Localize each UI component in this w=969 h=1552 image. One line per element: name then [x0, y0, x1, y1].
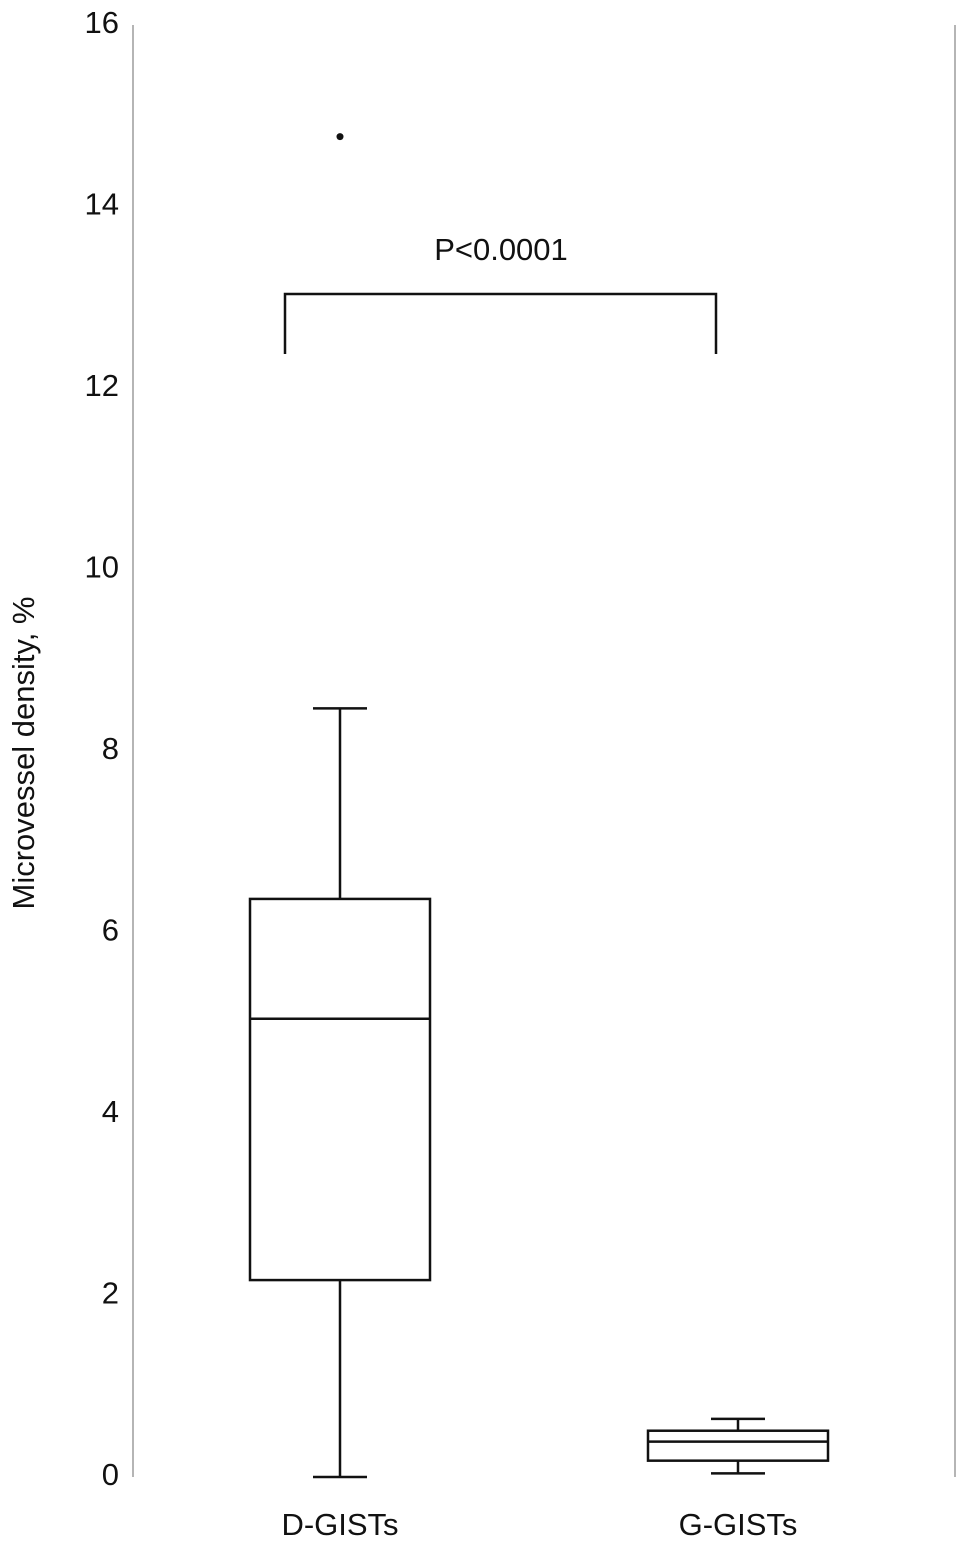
x-tick-label: D-GISTs	[281, 1507, 398, 1542]
outlier	[336, 133, 344, 141]
y-tick-label: 6	[102, 913, 119, 948]
y-tick-label: 10	[85, 550, 119, 585]
significance-bracket	[283, 292, 718, 354]
y-tick-label: 12	[85, 368, 119, 403]
box	[248, 897, 432, 1282]
y-tick-label: 16	[85, 5, 119, 40]
annotation: P<0.0001	[434, 232, 568, 267]
y-axis-label: Microvessel density, %	[6, 597, 41, 910]
y-tick-label: 0	[102, 1457, 119, 1492]
box	[646, 1429, 830, 1462]
x-tick-label: G-GISTs	[679, 1507, 798, 1542]
y-tick-label: 14	[85, 187, 119, 222]
y-tick-label: 4	[102, 1094, 119, 1129]
y-tick-label: 2	[102, 1276, 119, 1311]
y-tick-label: 8	[102, 731, 119, 766]
